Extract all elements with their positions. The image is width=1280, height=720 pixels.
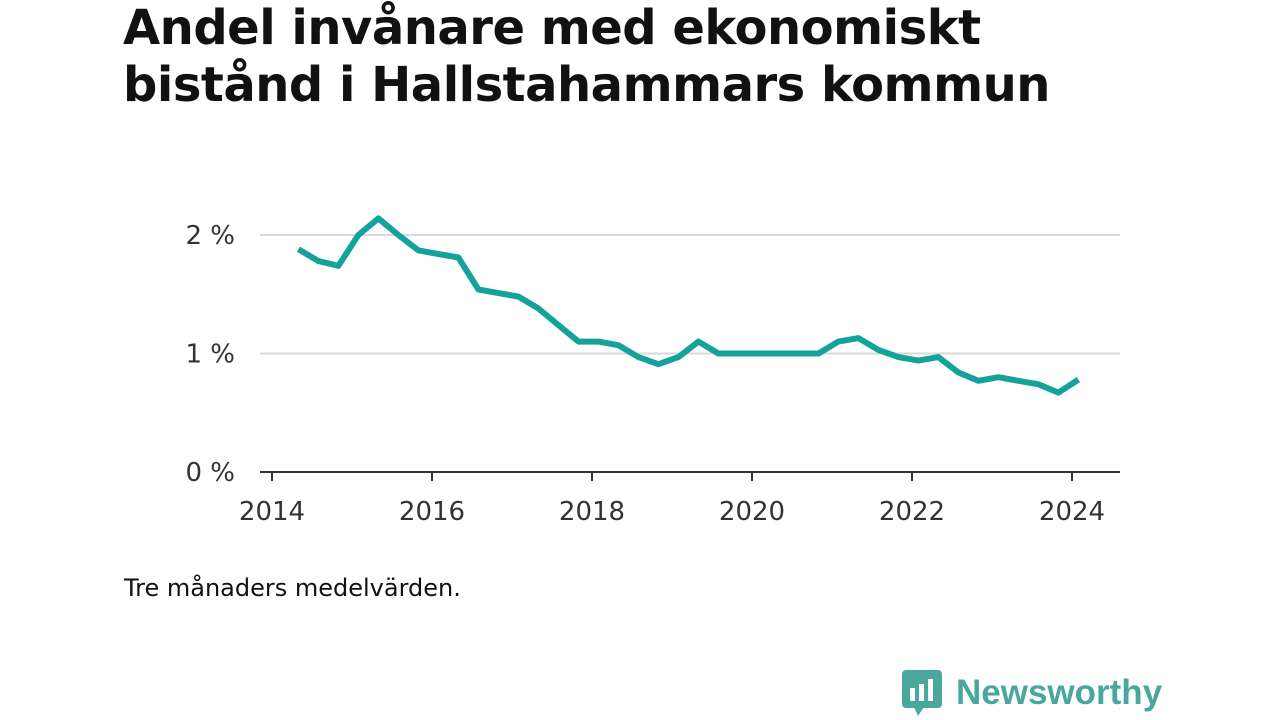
- x-axis: [260, 471, 1120, 481]
- x-tick-labels: 2014 2016 2018 2020 2022 2024: [239, 497, 1105, 527]
- chart-note: Tre månaders medelvärden.: [124, 574, 461, 602]
- brand-logo: Newsworthy: [902, 670, 1162, 716]
- x-tick-label: 2018: [559, 497, 625, 527]
- series-line: [296, 215, 1081, 396]
- x-tick-label: 2024: [1039, 497, 1105, 527]
- x-tick-label: 2022: [879, 497, 945, 527]
- y-tick-label: 1 %: [185, 340, 235, 370]
- x-tick-label: 2020: [719, 497, 785, 527]
- y-tick-label: 2 %: [185, 221, 235, 251]
- x-tick-label: 2016: [399, 497, 465, 527]
- grid-lines: [260, 234, 1120, 355]
- y-tick-label: 0 %: [185, 458, 235, 488]
- bar-chart-speech-bubble-icon: [902, 670, 942, 716]
- chart-title: Andel invånare med ekonomiskt bistånd i …: [123, 0, 1050, 113]
- brand-name: Newsworthy: [956, 673, 1163, 712]
- x-tick-label: 2014: [239, 497, 305, 527]
- y-tick-labels: 0 % 1 % 2 %: [185, 221, 235, 488]
- series-layer: [296, 215, 1081, 396]
